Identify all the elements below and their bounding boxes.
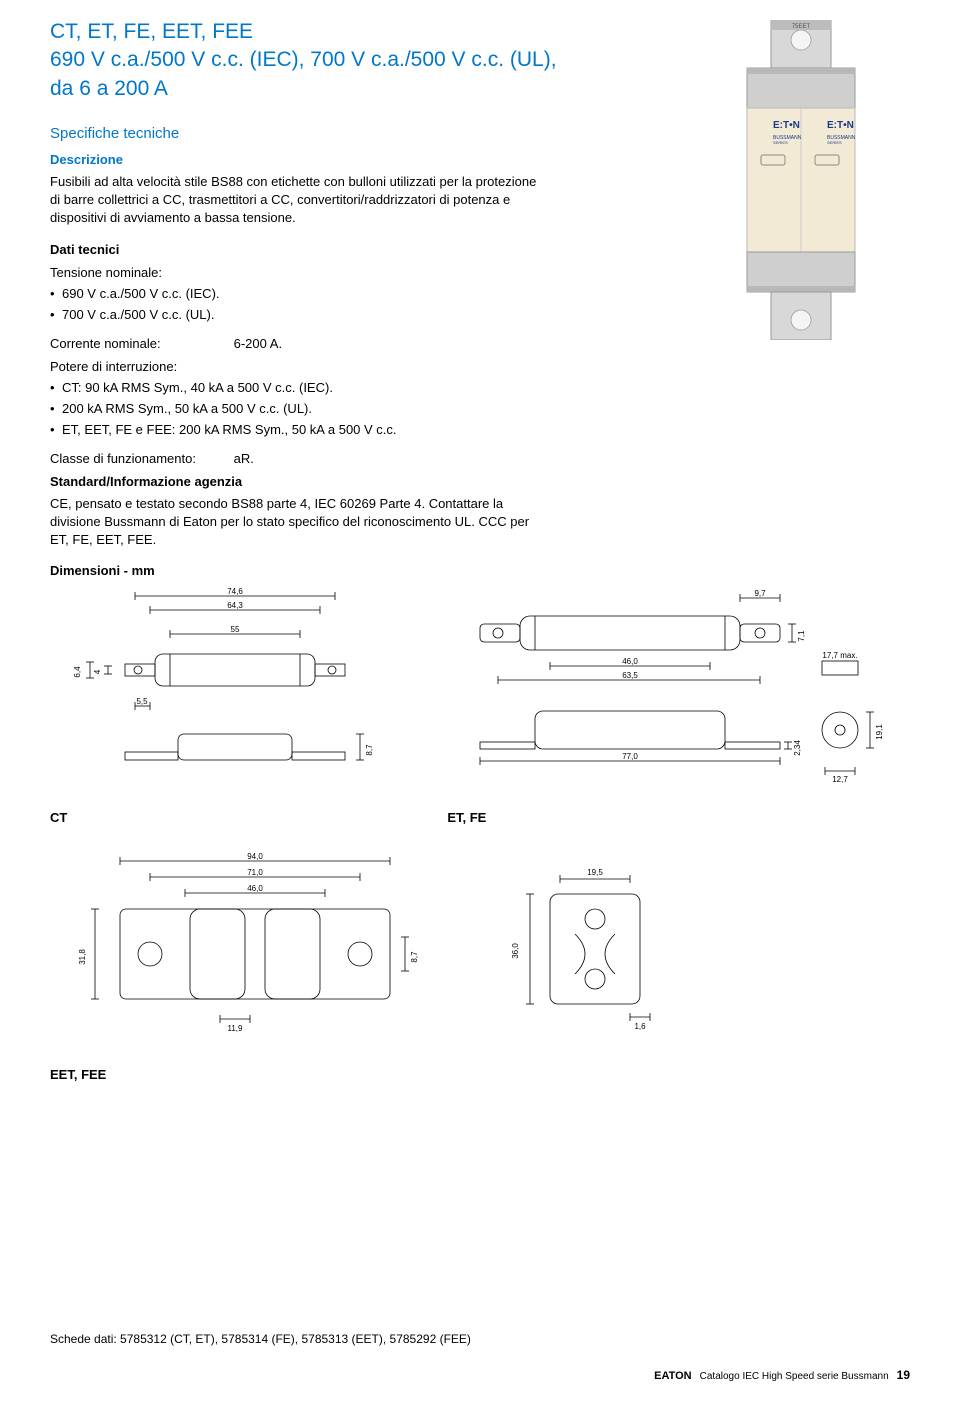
dim: 8,7	[365, 744, 374, 756]
dim: 12,7	[832, 775, 848, 784]
dim: 36,0	[511, 943, 520, 959]
potere-label: Potere di interruzione:	[50, 357, 910, 377]
list-item: CT: 90 kA RMS Sym., 40 kA a 500 V c.c. (…	[50, 378, 910, 399]
dim: 94,0	[247, 852, 263, 861]
svg-text:E:T•N: E:T•N	[773, 120, 800, 131]
dim: 6,4	[73, 666, 82, 678]
svg-text:SERIES: SERIES	[827, 140, 842, 145]
svg-text:E:T•N: E:T•N	[827, 120, 854, 131]
svg-text:75EET: 75EET	[792, 24, 811, 30]
list-item: 200 kA RMS Sym., 50 kA a 500 V c.c. (UL)…	[50, 399, 910, 420]
tensione-list: 690 V c.a./500 V c.c. (IEC). 700 V c.a./…	[50, 284, 910, 326]
title-line-3: da 6 a 200 A	[50, 77, 168, 100]
dim: 8,7	[410, 951, 419, 963]
list-item: 690 V c.a./500 V c.c. (IEC).	[50, 284, 910, 305]
dim: 77,0	[622, 752, 638, 761]
dim: 46,0	[247, 884, 263, 893]
drawing-etfe: 9,7 7,1 46,0 63,5 17,7 max. 19,1 77,0 2,…	[440, 586, 890, 786]
drawing-row-2: 94,0 71,0 46,0 31,8 8,7 11,9 19,5 36,0 1…	[50, 849, 910, 1049]
drawing-eetfee-right: 19,5 36,0 1,6	[490, 849, 710, 1049]
dim: 71,0	[247, 868, 263, 877]
title-line-2: 690 V c.a./500 V c.c. (IEC), 700 V c.a./…	[50, 48, 557, 71]
dim: 55	[231, 625, 240, 634]
list-item: ET, EET, FE e FEE: 200 kA RMS Sym., 50 k…	[50, 420, 910, 441]
dimensions-heading: Dimensioni - mm	[50, 563, 910, 578]
corrente-label: Corrente nominale:	[50, 336, 230, 351]
list-item: 700 V c.a./500 V c.c. (UL).	[50, 305, 910, 326]
potere-list: CT: 90 kA RMS Sym., 40 kA a 500 V c.c. (…	[50, 378, 910, 440]
dim: 19,1	[875, 724, 884, 740]
dim: 4	[93, 669, 102, 674]
title-line-1: CT, ET, FE, EET, FEE	[50, 20, 253, 43]
dim: 1,6	[634, 1022, 646, 1031]
label-eetfee: EET, FEE	[50, 1067, 910, 1082]
corrente-value: 6-200 A.	[234, 336, 282, 351]
dim: 2,34	[793, 740, 802, 756]
schede-dati: Schede dati: 5785312 (CT, ET), 5785314 (…	[50, 1332, 910, 1346]
footer-catalog: Catalogo IEC High Speed serie Bussmann	[700, 1371, 889, 1382]
dim: 19,5	[587, 868, 603, 877]
footer-brand: EATON	[654, 1370, 692, 1382]
dim: 7,1	[797, 630, 806, 642]
dim: 46,0	[622, 657, 638, 666]
page-footer: Schede dati: 5785312 (CT, ET), 5785314 (…	[50, 1332, 910, 1382]
description-body: Fusibili ad alta velocità stile BS88 con…	[50, 173, 540, 228]
svg-text:SERIES: SERIES	[773, 140, 788, 145]
drawing-row-1: 74,6 64,3 55 6,4 4 5,5 8,7	[50, 586, 910, 786]
standard-body: CE, pensato e testato secondo BS88 parte…	[50, 495, 540, 550]
dim: 9,7	[754, 589, 766, 598]
dim: 31,8	[78, 949, 87, 965]
dim: 17,7 max.	[822, 651, 857, 660]
drawing-ct: 74,6 64,3 55 6,4 4 5,5 8,7	[50, 586, 400, 786]
drawing-eetfee-left: 94,0 71,0 46,0 31,8 8,7 11,9	[50, 849, 450, 1049]
footer-page-number: 19	[897, 1368, 910, 1382]
dim: 11,9	[228, 1024, 244, 1033]
classe-value: aR.	[234, 451, 254, 466]
dim: 64,3	[227, 601, 243, 610]
label-etfe: ET, FE	[447, 810, 486, 825]
classe-label: Classe di funzionamento:	[50, 451, 230, 466]
classe-row: Classe di funzionamento: aR.	[50, 451, 910, 466]
footer-page-info: EATON Catalogo IEC High Speed serie Buss…	[50, 1368, 910, 1382]
labels-row-1: CT ET, FE	[50, 804, 910, 831]
dim: 74,6	[227, 587, 243, 596]
label-ct: CT	[50, 810, 67, 825]
dim: 5,5	[136, 697, 148, 706]
standard-heading: Standard/Informazione agenzia	[50, 474, 910, 489]
dim: 63,5	[622, 671, 638, 680]
